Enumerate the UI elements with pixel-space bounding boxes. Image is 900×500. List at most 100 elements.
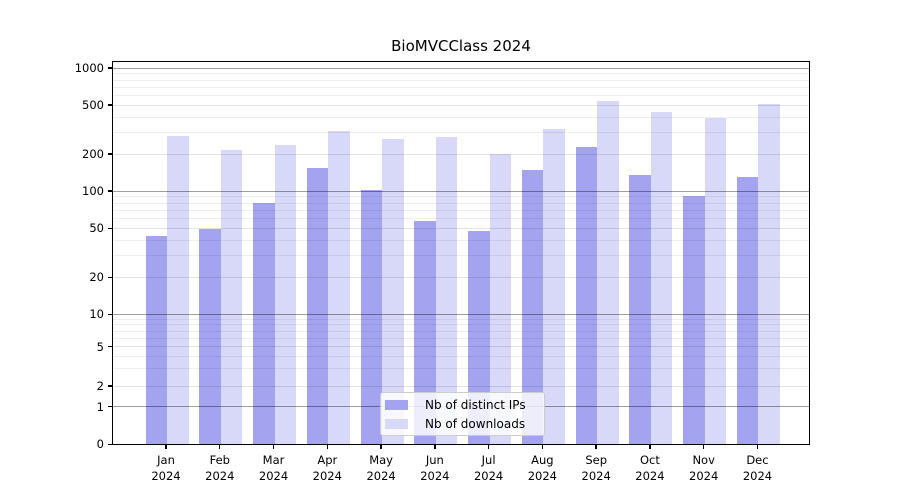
gridline-y-500 bbox=[113, 104, 809, 106]
x-tick-mark-oct bbox=[649, 444, 651, 449]
x-tick-mark-feb bbox=[219, 444, 221, 449]
bar-feb-nb-of-downloads bbox=[220, 149, 243, 445]
x-tick-label-jul: Jul 2024 bbox=[473, 453, 504, 483]
x-tick-label-dec: Dec 2024 bbox=[742, 453, 773, 483]
gridline-y-90 bbox=[113, 196, 809, 198]
bar-jul-nb-of-downloads bbox=[489, 153, 512, 445]
bar-sep-nb-of-downloads bbox=[597, 100, 619, 445]
gridline-y-400 bbox=[113, 116, 809, 118]
y-tick-mark-500 bbox=[107, 104, 112, 106]
legend-swatch-nb-of-distinct-ips bbox=[385, 399, 408, 410]
gridline-y-200 bbox=[113, 153, 809, 155]
chart-title: BioMVCClass 2024 bbox=[391, 37, 531, 55]
y-tick-mark-1 bbox=[107, 406, 112, 408]
gridline-y-30 bbox=[113, 255, 809, 257]
bar-nov-nb-of-downloads bbox=[704, 117, 727, 445]
gridline-y-300 bbox=[113, 131, 809, 133]
y-tick-label-200: 200 bbox=[82, 147, 104, 162]
x-tick-label-jan: Jan 2024 bbox=[151, 453, 181, 483]
bar-mar-nb-of-downloads bbox=[274, 144, 297, 445]
y-tick-mark-10 bbox=[107, 313, 112, 315]
x-tick-label-apr: Apr 2024 bbox=[312, 453, 342, 483]
bar-dec-nb-of-downloads bbox=[758, 103, 780, 445]
gridline-y-4 bbox=[113, 355, 809, 357]
x-tick-label-oct: Oct 2024 bbox=[635, 453, 665, 483]
gridline-y-3 bbox=[113, 368, 809, 370]
bar-sep-nb-of-distinct-ips bbox=[575, 147, 598, 445]
y-tick-mark-1000 bbox=[107, 67, 112, 69]
x-tick-mark-jan bbox=[165, 444, 167, 449]
x-tick-label-feb: Feb 2024 bbox=[205, 453, 235, 483]
x-tick-mark-sep bbox=[595, 444, 597, 449]
gridline-y-2 bbox=[113, 385, 809, 387]
x-tick-mark-apr bbox=[326, 444, 328, 449]
gridline-y-1000 bbox=[113, 67, 809, 69]
x-tick-mark-jun bbox=[434, 444, 436, 449]
bar-may-nb-of-distinct-ips bbox=[360, 189, 383, 445]
x-tick-label-sep: Sep 2024 bbox=[581, 453, 611, 483]
x-tick-mark-dec bbox=[756, 444, 759, 449]
gridline-y-20 bbox=[113, 276, 809, 278]
gridline-y-60 bbox=[113, 218, 809, 220]
y-tick-label-100: 100 bbox=[82, 184, 104, 199]
x-tick-mark-jul bbox=[487, 444, 490, 449]
bar-mar-nb-of-distinct-ips bbox=[253, 202, 275, 445]
legend-swatch-nb-of-downloads bbox=[385, 418, 408, 429]
gridline-y-5 bbox=[113, 346, 809, 348]
gridline-y-8 bbox=[113, 324, 809, 326]
legend-label-nb-of-distinct-ips: Nb of distinct IPs bbox=[425, 397, 526, 412]
gridline-y-40 bbox=[113, 239, 809, 241]
x-tick-label-may: May 2024 bbox=[366, 453, 396, 483]
y-tick-mark-5 bbox=[107, 346, 112, 348]
gridline-y-10 bbox=[113, 313, 809, 315]
x-tick-mark-nov bbox=[703, 444, 705, 449]
x-tick-mark-may bbox=[380, 444, 382, 449]
gridline-y-100 bbox=[113, 190, 809, 192]
y-tick-mark-20 bbox=[107, 276, 112, 278]
bar-jul-nb-of-distinct-ips bbox=[468, 231, 490, 445]
gridline-y-50 bbox=[113, 227, 809, 229]
bar-jan-nb-of-downloads bbox=[167, 135, 189, 445]
bar-nov-nb-of-distinct-ips bbox=[683, 196, 705, 445]
x-tick-mark-mar bbox=[272, 444, 275, 449]
plot-area bbox=[112, 61, 810, 445]
legend-row-nb-of-distinct-ips: Nb of distinct IPs bbox=[385, 395, 538, 414]
y-tick-label-10: 10 bbox=[89, 307, 104, 322]
bar-may-nb-of-downloads bbox=[382, 138, 404, 445]
bar-aug-nb-of-downloads bbox=[543, 128, 565, 445]
bar-oct-nb-of-downloads bbox=[650, 112, 673, 445]
bar-jun-nb-of-distinct-ips bbox=[414, 221, 436, 445]
bar-apr-nb-of-distinct-ips bbox=[306, 167, 329, 445]
y-tick-label-500: 500 bbox=[82, 98, 104, 113]
x-tick-label-mar: Mar 2024 bbox=[258, 453, 289, 483]
y-tick-mark-100 bbox=[107, 190, 112, 192]
y-tick-label-5: 5 bbox=[96, 339, 104, 354]
gridline-y-9 bbox=[113, 318, 809, 320]
x-tick-label-nov: Nov 2024 bbox=[689, 453, 719, 483]
bar-apr-nb-of-downloads bbox=[328, 130, 350, 445]
y-tick-label-0: 0 bbox=[96, 437, 104, 452]
y-tick-mark-200 bbox=[107, 153, 112, 155]
gridline-y-80 bbox=[113, 202, 809, 204]
bar-jun-nb-of-downloads bbox=[435, 137, 458, 445]
x-tick-mark-aug bbox=[541, 444, 544, 449]
bar-aug-nb-of-distinct-ips bbox=[521, 170, 544, 445]
bar-feb-nb-of-distinct-ips bbox=[199, 229, 221, 445]
legend-row-nb-of-downloads: Nb of downloads bbox=[385, 414, 538, 433]
legend: Nb of distinct IPs Nb of downloads bbox=[380, 392, 545, 436]
bar-jan-nb-of-distinct-ips bbox=[145, 236, 167, 445]
gridline-y-700 bbox=[113, 86, 809, 88]
y-tick-mark-0 bbox=[107, 443, 112, 445]
legend-label-nb-of-downloads: Nb of downloads bbox=[425, 416, 526, 431]
y-tick-label-1000: 1000 bbox=[74, 61, 104, 75]
y-tick-label-20: 20 bbox=[89, 270, 104, 285]
gridline-y-800 bbox=[113, 79, 809, 81]
y-tick-label-2: 2 bbox=[96, 379, 104, 393]
gridline-y-600 bbox=[113, 94, 809, 96]
x-tick-label-jun: Jun 2024 bbox=[420, 453, 450, 483]
y-tick-label-50: 50 bbox=[89, 221, 104, 236]
y-tick-mark-2 bbox=[107, 385, 112, 387]
y-tick-label-1: 1 bbox=[96, 399, 104, 414]
gridline-y-900 bbox=[113, 73, 809, 75]
